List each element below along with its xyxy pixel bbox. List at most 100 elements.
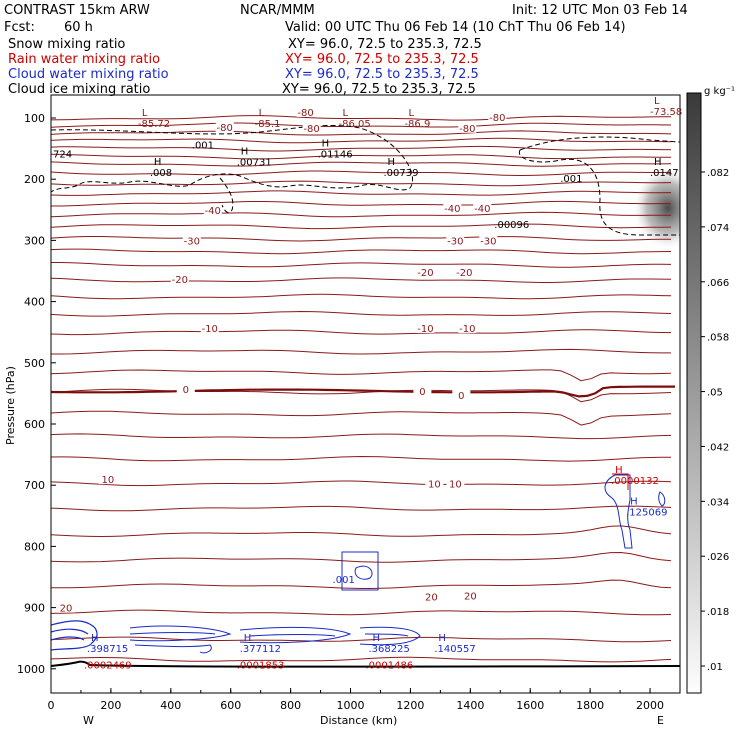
colorbar-tick-label: .026 xyxy=(707,552,729,563)
contour-label-bg xyxy=(200,321,219,333)
contour-label-bg xyxy=(458,121,477,133)
isotherm-line xyxy=(51,145,672,152)
zero-degree-isotherm xyxy=(51,385,675,398)
cloud-water-contour xyxy=(354,565,373,580)
extremum-value: .001 xyxy=(192,140,214,151)
colorbar-tick-label: .042 xyxy=(707,442,729,453)
x-tick-label: 1200 xyxy=(396,699,424,712)
contour-label-bg xyxy=(176,383,195,395)
contour-label-bg xyxy=(170,272,189,284)
isotherm-line xyxy=(51,161,672,167)
contour-label-bg xyxy=(302,121,321,133)
extremum-value: .377112 xyxy=(240,644,281,655)
isotherm-label: -80 xyxy=(489,113,505,124)
x-tick-label: 1400 xyxy=(456,699,484,712)
contour-label-bg xyxy=(182,234,201,246)
colorbar-tick-label: .034 xyxy=(707,497,729,508)
isotherm-line xyxy=(51,609,672,616)
rain-contour xyxy=(612,473,629,490)
y-tick-label: 500 xyxy=(24,357,45,370)
contour-label-bg xyxy=(413,384,432,396)
isotherm-label: -10 xyxy=(417,324,433,335)
xy-cloud-ice: XY= 96.0, 72.5 to 235.3, 72.5 xyxy=(282,82,476,97)
isotherm-line xyxy=(51,293,672,300)
isotherm-label: 10 xyxy=(102,475,115,486)
colorbar-unit: g kg⁻¹ xyxy=(704,86,735,97)
contour-label-bg xyxy=(458,321,477,333)
contour-label-bg xyxy=(416,266,435,278)
cloud-water-contours xyxy=(51,474,666,654)
contour-label-bg xyxy=(296,105,315,117)
legend-rain: Rain water mixing ratio xyxy=(8,52,160,67)
cloud-water-contour xyxy=(359,626,421,646)
isotherm-line xyxy=(51,153,671,160)
extremum-value: .00096 xyxy=(494,220,529,231)
contour-label-bg xyxy=(446,234,465,246)
y-tick-label: 300 xyxy=(24,234,45,247)
legend-cloud-ice: Cloud ice mixing ratio xyxy=(8,82,150,97)
y-tick-label: 200 xyxy=(24,173,45,186)
isotherm-line xyxy=(51,130,672,136)
isotherm-line xyxy=(51,248,672,255)
isotherm-label: 10 xyxy=(428,479,441,490)
isotherm-line xyxy=(51,410,672,426)
isotherm-line xyxy=(51,180,672,187)
xy-snow: XY= 96.0, 72.5 to 235.3, 72.5 xyxy=(288,37,482,52)
colorbar-tick-label: .018 xyxy=(707,607,729,618)
contour-label-bg xyxy=(56,601,75,613)
isotherm-contours xyxy=(51,115,672,663)
isotherm-line xyxy=(51,505,672,512)
isotherm-label: -80 xyxy=(303,124,319,135)
isotherm-label: -40 xyxy=(474,204,490,215)
colorbar-tick-label: .01 xyxy=(707,662,723,673)
extremum-value: .00739 xyxy=(383,168,418,179)
snow-contour xyxy=(518,136,680,236)
axes: 0 200 400 600 800 1000 1200 1400 1600 1800 2000100… xyxy=(17,112,664,712)
extremum-value: .001 xyxy=(333,575,355,586)
extremum-marker: L xyxy=(259,108,265,119)
extremum-value: -85.72 xyxy=(138,119,170,130)
extremum-value: -86.05 xyxy=(339,119,371,130)
isotherm-label: 0 xyxy=(458,391,464,402)
extremum-value: .0147 xyxy=(650,168,679,179)
contour-labels: -80 -80 -80 -80 -80 -40 -40 -40 -30 -30 -30 -20 -20 -… xyxy=(53,96,682,672)
init-time: Init: 12 UTC Mon 03 Feb 14 xyxy=(512,3,688,18)
isotherm-label: 0 xyxy=(419,387,425,398)
extremum-marker: H xyxy=(154,157,162,168)
extremum-marker: H xyxy=(244,633,252,644)
contour-label-bg xyxy=(455,266,474,278)
extremum-value: .0001486 xyxy=(366,661,414,672)
contour-label-bg xyxy=(416,321,435,333)
isotherm-line xyxy=(51,170,672,177)
valid-time: Valid: 00 UTC Thu 06 Feb 14 (10 ChT Thu … xyxy=(285,20,626,35)
isotherm-label: -40 xyxy=(444,204,460,215)
x-endpoint-west: W xyxy=(83,714,94,727)
isotherm-line xyxy=(51,551,672,563)
isotherm-line xyxy=(51,369,672,382)
isotherm-line xyxy=(51,433,672,440)
isotherm-label: -80 xyxy=(459,124,475,135)
isotherm-line xyxy=(51,525,672,538)
cloud-water-contour xyxy=(51,628,89,641)
fcst-value: 60 h xyxy=(64,20,93,35)
isotherm-line xyxy=(51,122,672,128)
zero-isotherm-line xyxy=(51,385,675,398)
snow-contour xyxy=(219,177,234,213)
colorbar-tick-label: .05 xyxy=(707,388,723,399)
extremum-value: .140557 xyxy=(434,644,475,655)
ground-line xyxy=(50,660,681,668)
model-title: CONTRAST 15km ARW xyxy=(4,3,150,18)
extremum-marker: H xyxy=(630,497,638,508)
x-axis-label: Distance (km) xyxy=(320,714,397,727)
extremum-value: .125069 xyxy=(626,508,667,519)
isotherm-line xyxy=(51,223,672,230)
extremum-marker: L xyxy=(654,96,660,107)
extremum-marker: H xyxy=(438,633,446,644)
extremum-value: .001 xyxy=(560,174,582,185)
isotherm-label: -40 xyxy=(205,206,221,217)
extremum-marker: H xyxy=(615,465,623,476)
isotherm-label: 20 xyxy=(425,593,438,604)
extremum-marker: H xyxy=(241,147,249,158)
isotherm-label: -10 xyxy=(459,324,475,335)
